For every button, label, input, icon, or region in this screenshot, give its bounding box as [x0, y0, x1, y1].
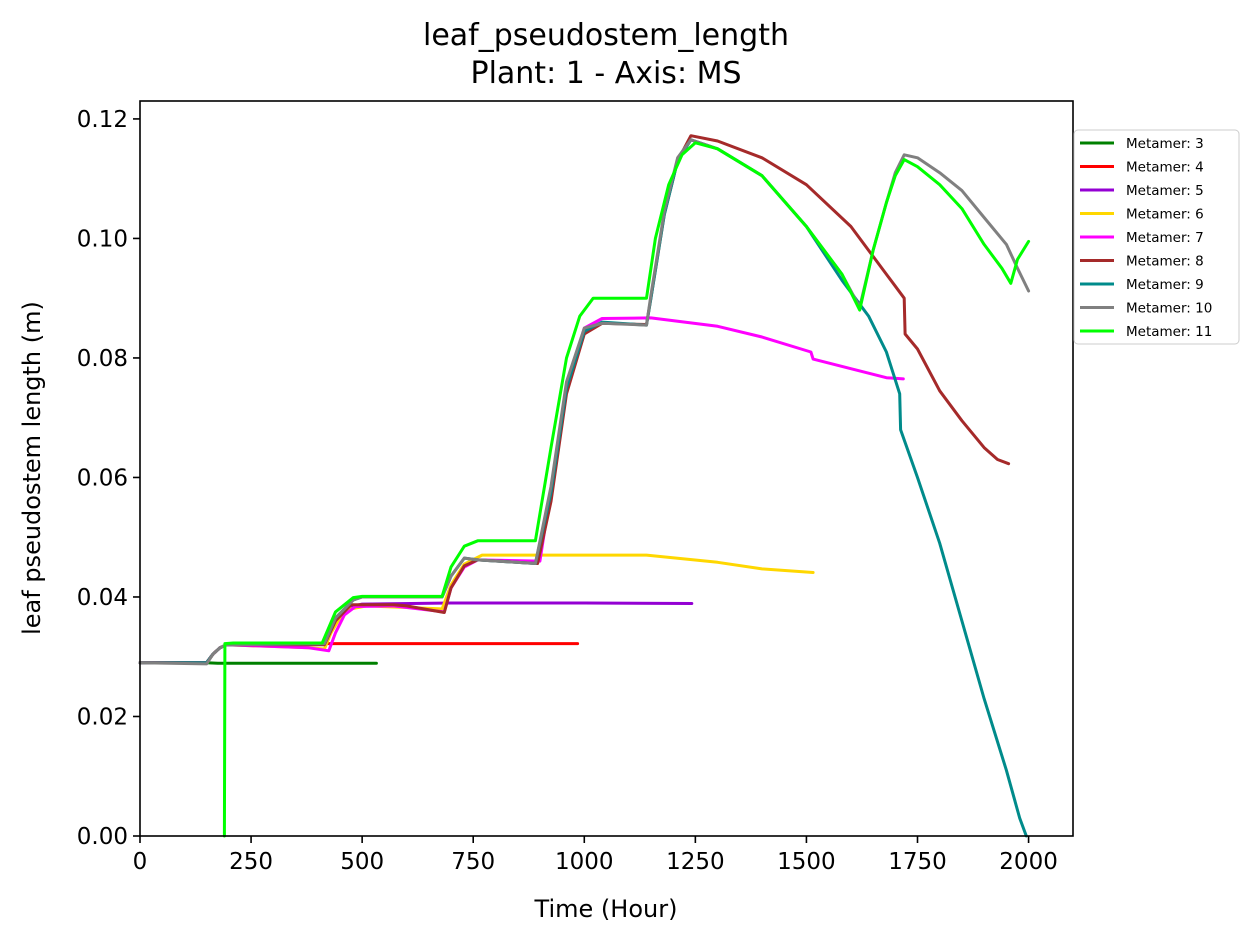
- legend-entry: Metamer: 8: [1126, 254, 1204, 270]
- y-tick-label: 0.04: [77, 585, 128, 611]
- series-line-metamer-11: [222, 141, 1031, 838]
- legend-entry: Metamer: 7: [1126, 230, 1204, 246]
- x-tick-label: 0: [133, 849, 148, 875]
- legend-entry: Metamer: 10: [1126, 301, 1212, 317]
- legend: Metamer: 3 Metamer: 4 Metamer: 5 Metamer: 6…: [1073, 129, 1240, 345]
- x-tick-label: 500: [340, 849, 384, 875]
- legend-entry: Metamer: 11: [1126, 324, 1212, 340]
- legend-entry: Metamer: 5: [1126, 183, 1204, 199]
- x-tick-label: 1500: [777, 849, 836, 875]
- x-tick-label: 250: [229, 849, 273, 875]
- x-axis-label: Time (Hour): [534, 895, 678, 923]
- y-tick-label: 0.10: [77, 226, 128, 252]
- x-tick-label: 1250: [666, 849, 725, 875]
- y-tick-label: 0.06: [77, 465, 128, 491]
- x-tick-label: 750: [451, 849, 495, 875]
- y-axis-label: leaf pseudostem length (m): [18, 301, 46, 635]
- y-tick-label: 0.00: [77, 824, 128, 850]
- legend-entry: Metamer: 6: [1126, 207, 1204, 223]
- chart-title: leaf_pseudostem_length: [423, 18, 789, 53]
- legend-entry: Metamer: 3: [1126, 136, 1204, 152]
- legend-frame: [1073, 129, 1240, 345]
- x-axis: 0 250 500 750 1000 1250 1500 1750 2000: [133, 836, 1058, 875]
- x-tick-label: 1000: [555, 849, 614, 875]
- y-tick-label: 0.08: [77, 346, 128, 372]
- y-tick-label: 0.02: [77, 704, 128, 730]
- y-tick-label: 0.12: [77, 107, 128, 133]
- x-tick-label: 1750: [888, 849, 947, 875]
- legend-entry: Metamer: 9: [1126, 277, 1204, 293]
- chart-subtitle: Plant: 1 - Axis: MS: [470, 56, 741, 91]
- x-tick-label: 2000: [999, 849, 1058, 875]
- legend-entry: Metamer: 4: [1126, 160, 1204, 176]
- plot-frame: [139, 100, 1074, 837]
- y-axis: 0.00 0.02 0.04 0.06 0.08 0.10 0.12: [77, 107, 140, 850]
- plot-series: [138, 134, 1031, 838]
- series-line-metamer-10: [138, 138, 1031, 666]
